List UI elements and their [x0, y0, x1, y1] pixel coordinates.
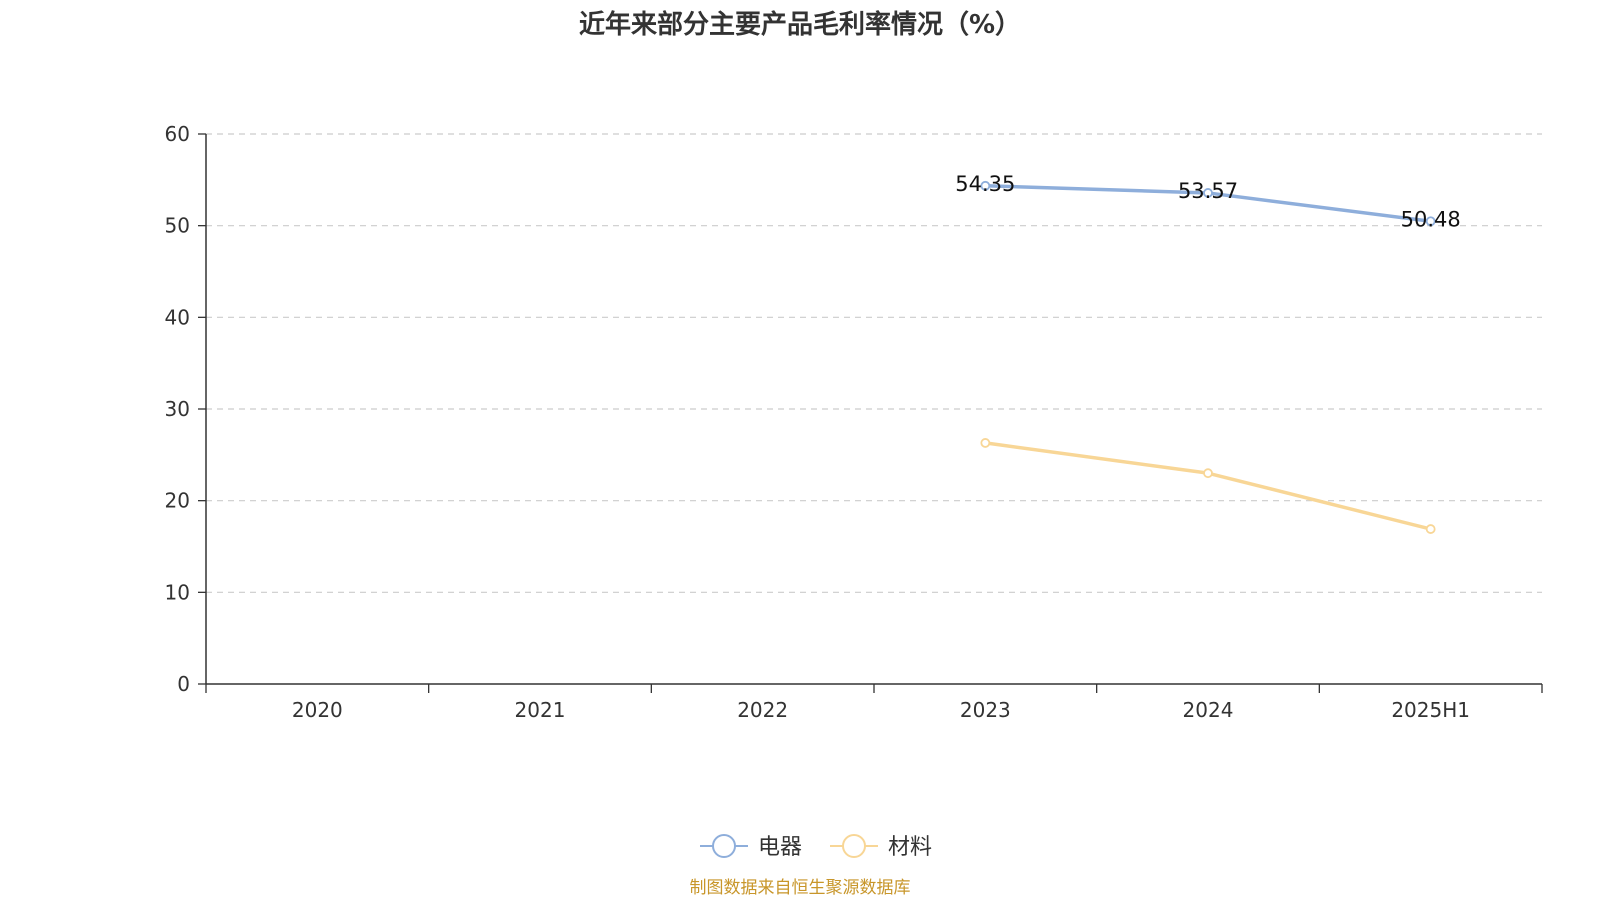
- y-tick-label: 10: [165, 580, 190, 604]
- legend-label: 材料: [888, 835, 932, 860]
- data-label: 54.35: [955, 172, 1015, 196]
- x-tick-label: 2022: [737, 698, 788, 722]
- data-point: [980, 438, 991, 448]
- data-point: [1425, 216, 1436, 227]
- data-label: 50.48: [1401, 207, 1461, 231]
- data-labels: 54.35 53.57 50.48: [955, 172, 1460, 231]
- series-lines: [980, 180, 1436, 534]
- x-tick-label: 2025H1: [1391, 698, 1470, 722]
- source-note: 制图数据来自恒生聚源数据库: [690, 878, 911, 898]
- axes: 0 10 20 30 40 50 60 2020 2021 2022 2023 2024 2025H1: [165, 122, 1543, 722]
- y-tick-label: 0: [177, 672, 190, 696]
- legend-label: 电器: [758, 835, 802, 860]
- grid-lines: [206, 133, 1542, 593]
- legend-item-0[interactable]: 电器: [700, 834, 802, 860]
- legend-marker-icon: [842, 834, 866, 858]
- x-tick-label: 2021: [515, 698, 566, 722]
- data-point: [1203, 468, 1213, 479]
- legend-marker-icon: [712, 834, 736, 858]
- y-tick-label: 50: [165, 214, 190, 238]
- y-tick-label: 40: [165, 305, 190, 329]
- legend-item-1[interactable]: 材料: [830, 834, 932, 860]
- x-tick-label: 2024: [1183, 698, 1234, 722]
- y-tick-label: 20: [165, 489, 190, 513]
- data-label: 53.57: [1178, 179, 1238, 203]
- series-line-1: [983, 441, 1433, 531]
- data-point: [1203, 188, 1213, 198]
- y-tick-label: 30: [165, 397, 190, 421]
- x-tick-label: 2020: [292, 698, 343, 722]
- chart-title: 近年来部分主要产品毛利率情况（%）: [579, 9, 1021, 40]
- legend[interactable]: 电器 材料: [700, 834, 932, 860]
- data-point: [980, 180, 991, 191]
- data-point: [1425, 524, 1436, 534]
- y-tick-label: 60: [165, 122, 190, 146]
- x-tick-label: 2023: [960, 698, 1011, 722]
